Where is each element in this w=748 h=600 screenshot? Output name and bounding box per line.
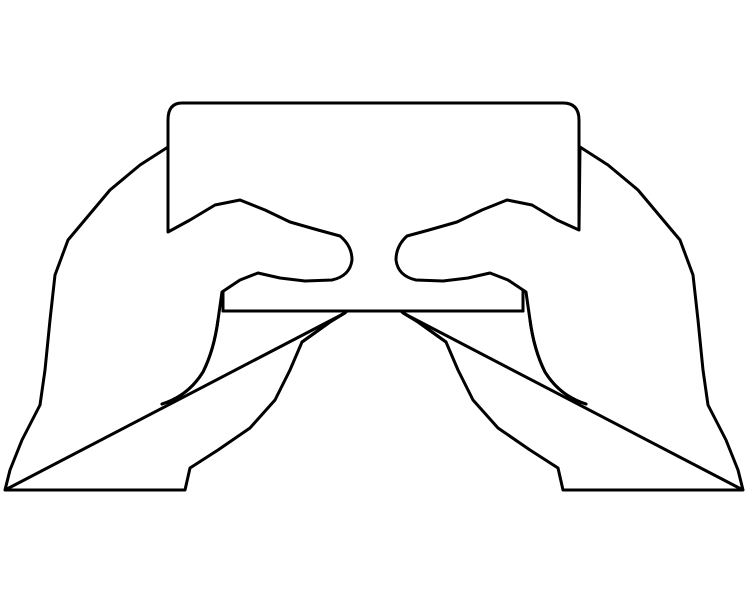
left-index-lower (300, 310, 348, 344)
right-hand (394, 145, 745, 492)
left-thumb-crease (160, 318, 220, 406)
right-index-lower (400, 310, 448, 344)
right-thumb-crease (528, 318, 588, 406)
left-hand (3, 145, 354, 492)
